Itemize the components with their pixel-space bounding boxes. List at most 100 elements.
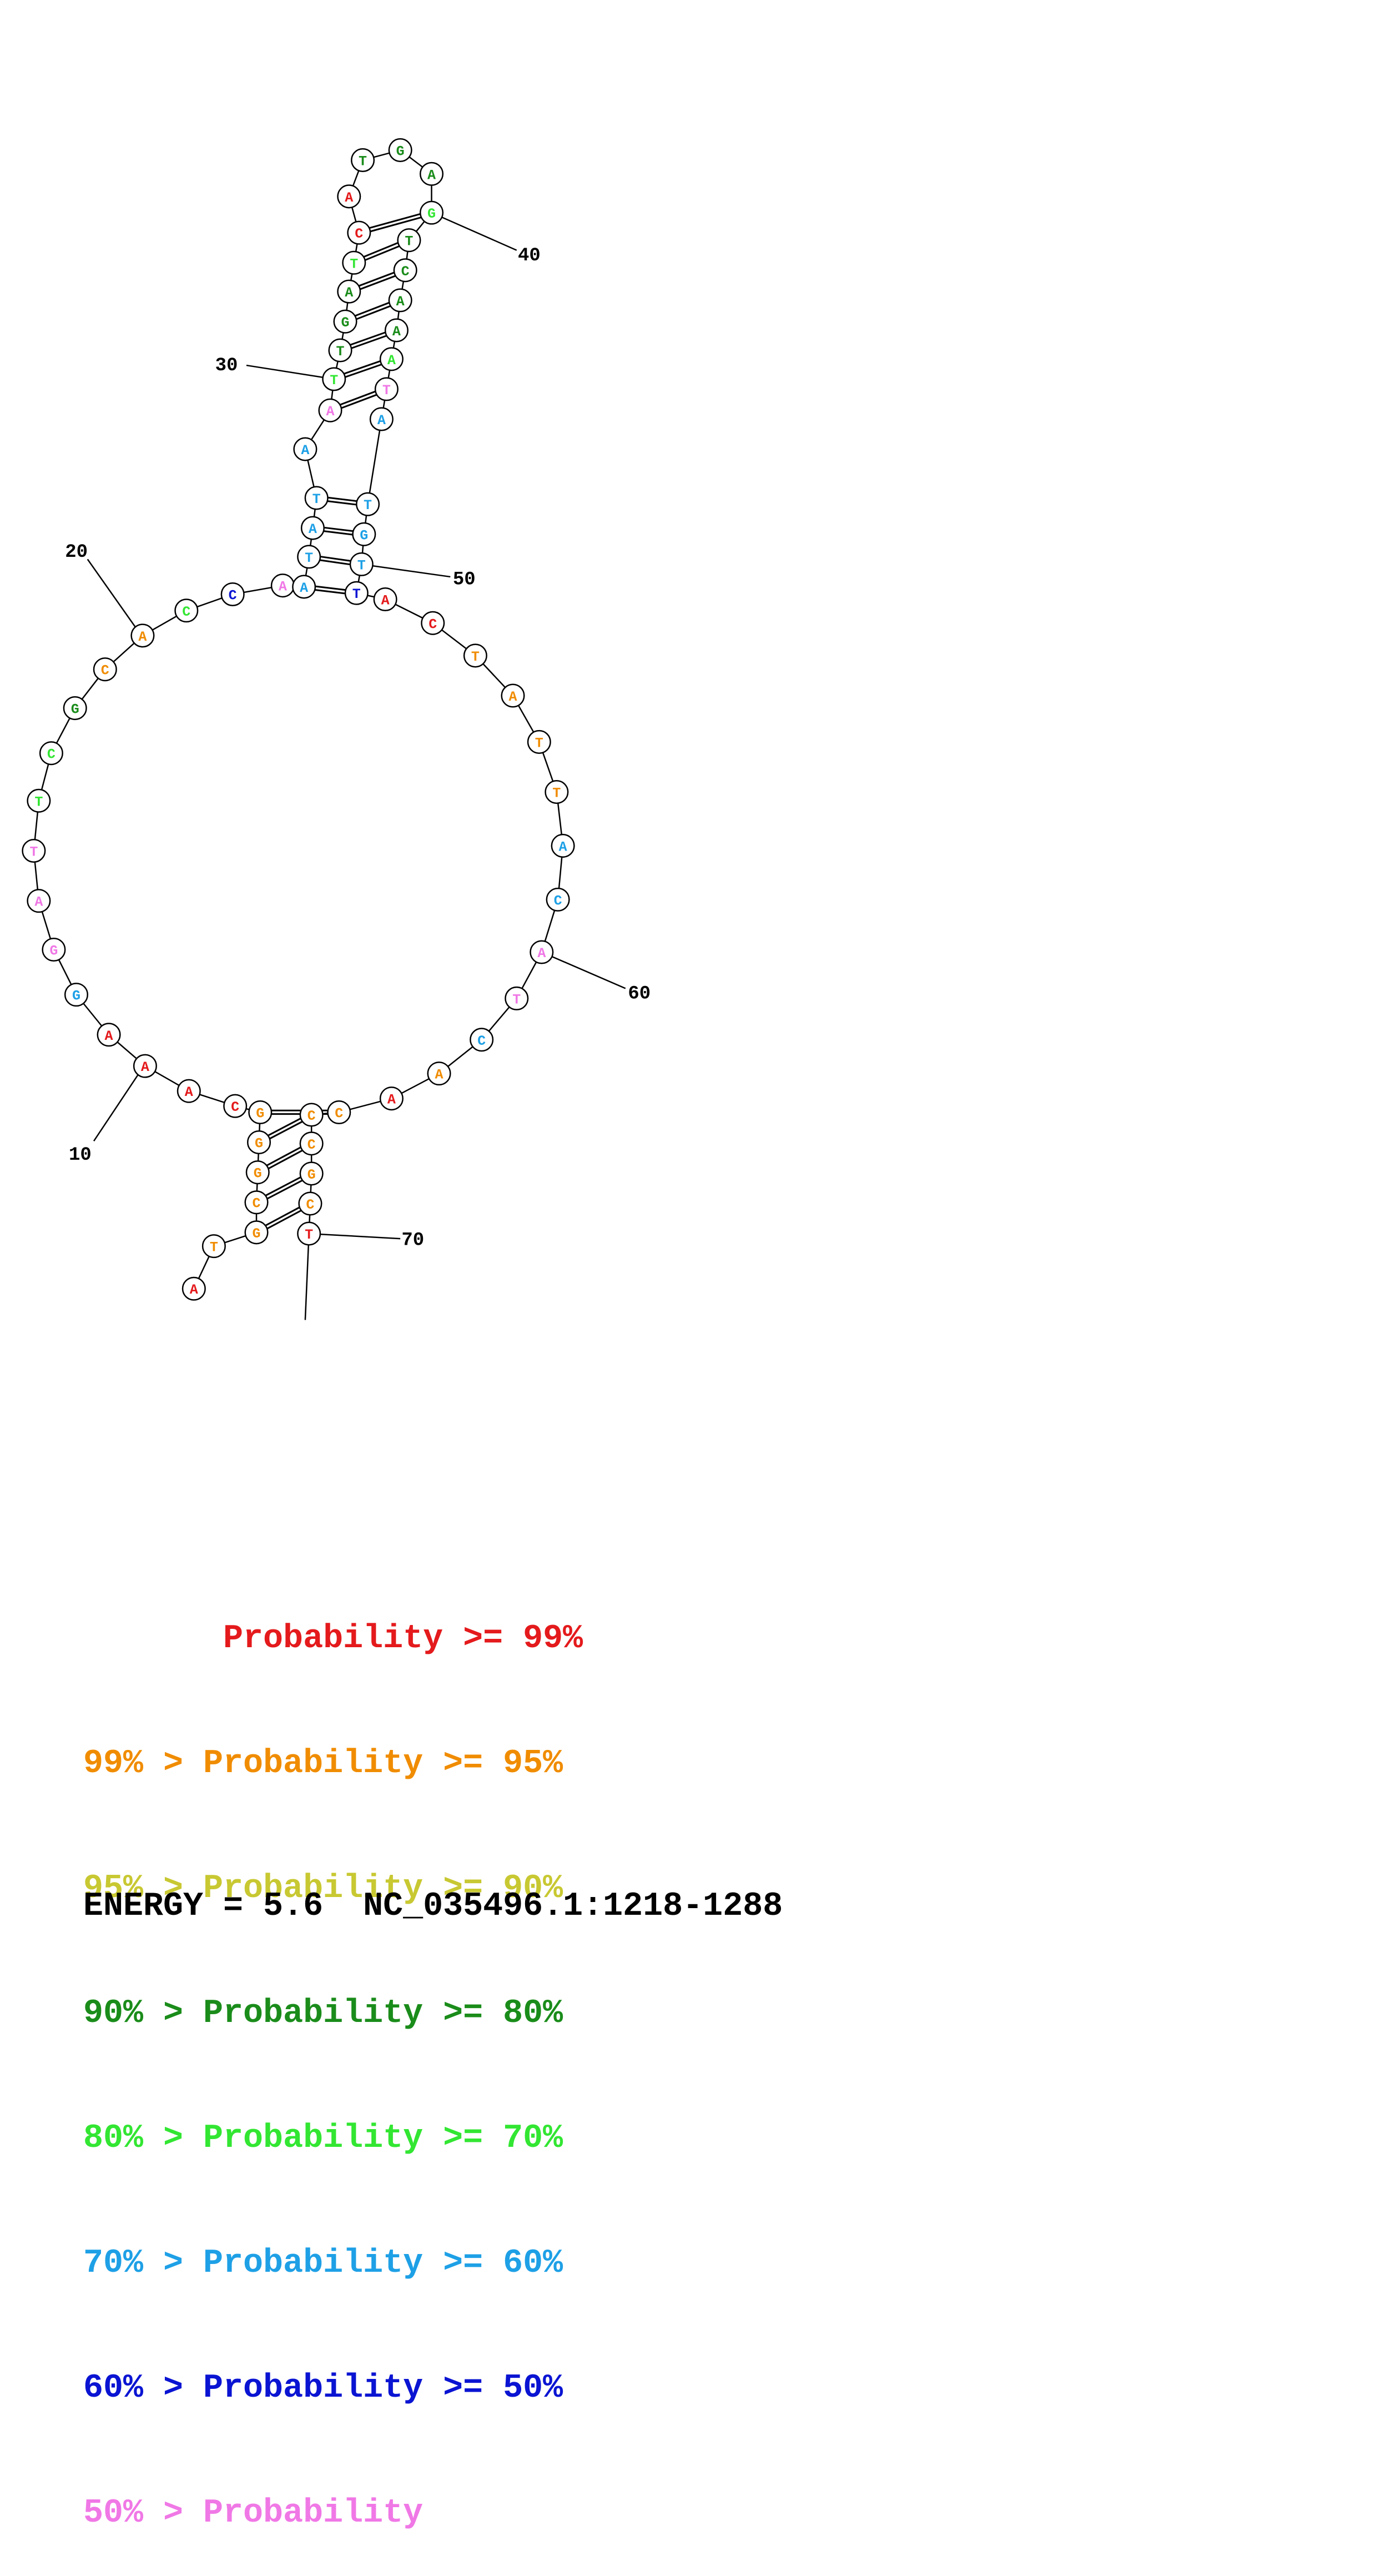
nucleotide-27: T [304,486,329,510]
nucleotide-circle [130,623,155,648]
nucleotide-18: G [63,696,87,721]
nucleotide-22: C [220,582,245,607]
position-label-60: 60 [628,983,651,1004]
nucleotide-circle [97,1023,121,1047]
legend-row-4: 80% > Probability >= 70% [83,2120,563,2157]
nucleotide-circle [551,833,575,858]
base-pair-bond [344,360,381,375]
nucleotide-letter: A [392,324,401,340]
position-tick-line [431,212,517,251]
base-pair-bond [268,1149,303,1170]
nucleotide-circle [419,162,444,186]
base-pair-bond [365,245,400,261]
nucleotide-circle [244,1190,269,1215]
legend-row-6: 60% > Probability >= 50% [83,2369,563,2407]
legend-row-7: 50% > Probability [83,2494,424,2532]
nucleotide-28: A [293,437,317,461]
base-pair-bond [356,305,391,320]
nucleotide-24: A [292,575,316,599]
nucleotide-letter: A [141,1059,149,1075]
nucleotide-circle [322,367,346,391]
nucleotide-circle [299,1161,324,1186]
nucleotide-circle [328,338,352,363]
nucleotide-circle [421,611,445,635]
nucleotide-letter: C [252,1196,260,1212]
nucleotide-9: A [177,1079,201,1103]
nucleotide-47: A [369,407,394,431]
nucleotide-letter: G [72,988,80,1004]
nucleotide-letter: G [49,943,58,959]
nucleotide-66: C [299,1103,324,1127]
nucleotide-letter: T [535,735,543,751]
nucleotide-letter: A [396,294,405,310]
nucleotide-letter: A [381,592,390,608]
nucleotide-circle [327,1100,351,1125]
nucleotide-circle [463,643,487,668]
nucleotide-letter: G [255,1136,263,1152]
position-label-50: 50 [453,569,476,590]
nucleotide-letter: A [387,353,396,369]
nucleotide-letter: C [308,1137,316,1153]
nucleotide-letter: T [471,649,480,665]
position-label-10: 10 [69,1145,92,1166]
nucleotide-60: A [530,940,554,964]
nucleotide-40: G [419,200,444,225]
nucleotide-letter: A [309,521,317,537]
nucleotide-circle [397,228,421,253]
nucleotide-17: C [39,741,63,766]
nucleotide-letter: C [335,1105,343,1121]
nucleotide-56: T [527,729,551,754]
nucleotide-letter: T [357,557,366,573]
nucleotide-6: G [246,1130,271,1155]
nucleotide-circle [177,1079,201,1103]
nucleotide-circle [373,587,397,612]
nucleotide-circle [379,347,404,371]
nucleotide-letter: A [387,1092,396,1108]
nucleotide-12: G [64,983,89,1007]
nucleotide-45: A [379,347,404,371]
nucleotide-circle [292,575,316,599]
nucleotide-48: T [356,492,380,516]
nucleotide-circle [374,377,399,401]
position-tick-line [93,1065,145,1142]
nucleotide-letter: C [306,1197,314,1213]
nucleotide-letter: C [182,604,190,620]
nucleotide-letter: T [364,497,372,514]
position-tick-line [87,559,142,636]
legend-row-1: 99% > Probability >= 95% [83,1745,563,1783]
nucleotide-letter: A [34,894,43,910]
base-pair-bond [320,556,351,562]
nucleotide-1: A [182,1276,206,1301]
base-pair-bond [323,530,353,536]
legend-row-3: 90% > Probability >= 80% [83,1995,563,2032]
base-pair-bond [315,589,345,595]
nucleotide-circle [369,407,394,431]
nucleotide-letter: A [377,412,386,429]
nucleotide-25: T [297,545,321,569]
position-label-30: 30 [215,355,238,376]
probability-legend: Probability >= 99% 99% > Probability >= … [83,1535,583,2576]
nucleotide-letter: C [554,893,562,909]
backbone-layer [33,149,564,1320]
base-pair-bond [363,242,399,258]
nucleotide-68: G [299,1161,324,1186]
nucleotide-circle [133,1054,157,1078]
nucleotide-circle [27,889,51,913]
nucleotide-35: C [347,220,371,245]
nucleotide-circle [297,1221,321,1246]
nucleotide-61: T [505,986,529,1010]
nucleotide-circle [388,288,412,313]
nucleotide-circle [318,398,342,422]
position-tick-line [309,1232,401,1240]
nucleotide-letter: C [101,663,109,679]
nucleotide-circle [352,522,376,546]
backbone-segment [304,1234,310,1320]
nucleotide-letter: A [427,167,436,183]
nucleotide-16: T [27,788,51,813]
nucleotide-letter: C [47,747,56,763]
nucleotide-circle [470,1028,494,1052]
base-pair-bond [341,394,377,409]
base-pair-bond [320,559,350,566]
nucleotide-letter: T [512,992,521,1008]
nucleotide-19: C [93,657,117,682]
